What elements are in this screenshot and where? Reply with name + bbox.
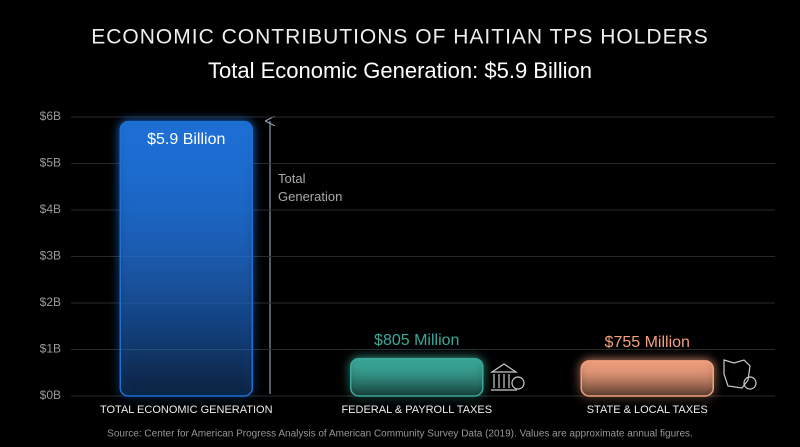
y-tick-label: $0B <box>40 388 61 402</box>
x-tick-label: TOTAL ECONOMIC GENERATION <box>100 404 273 416</box>
bank-icon <box>490 363 525 391</box>
chart-title: ECONOMIC CONTRIBUTIONS OF HAITIAN TPS HO… <box>91 26 709 49</box>
bar <box>350 357 484 397</box>
value-label: $755 Million <box>605 334 690 351</box>
bar <box>119 120 253 397</box>
y-tick-label: $2B <box>40 295 61 309</box>
y-tick-label: $6B <box>40 109 61 123</box>
y-tick-label: $3B <box>40 249 61 263</box>
y-tick-label: $4B <box>40 202 61 216</box>
source-note: Source: Center for American Progress Ana… <box>107 429 693 440</box>
chart-subtitle: Total Economic Generation: $5.9 Billion <box>208 58 592 83</box>
value-label: $805 Million <box>374 332 459 349</box>
bar <box>580 360 714 397</box>
y-tick-label: $1B <box>40 342 61 356</box>
x-tick-label: FEDERAL & PAYROLL TAXES <box>341 404 492 416</box>
state-icon <box>723 359 757 390</box>
x-tick-label: STATE & LOCAL TAXES <box>587 404 708 416</box>
value-label: $5.9 Billion <box>147 131 225 148</box>
y-tick-label: $5B <box>40 156 61 170</box>
annotation: Total Generation <box>278 171 343 204</box>
